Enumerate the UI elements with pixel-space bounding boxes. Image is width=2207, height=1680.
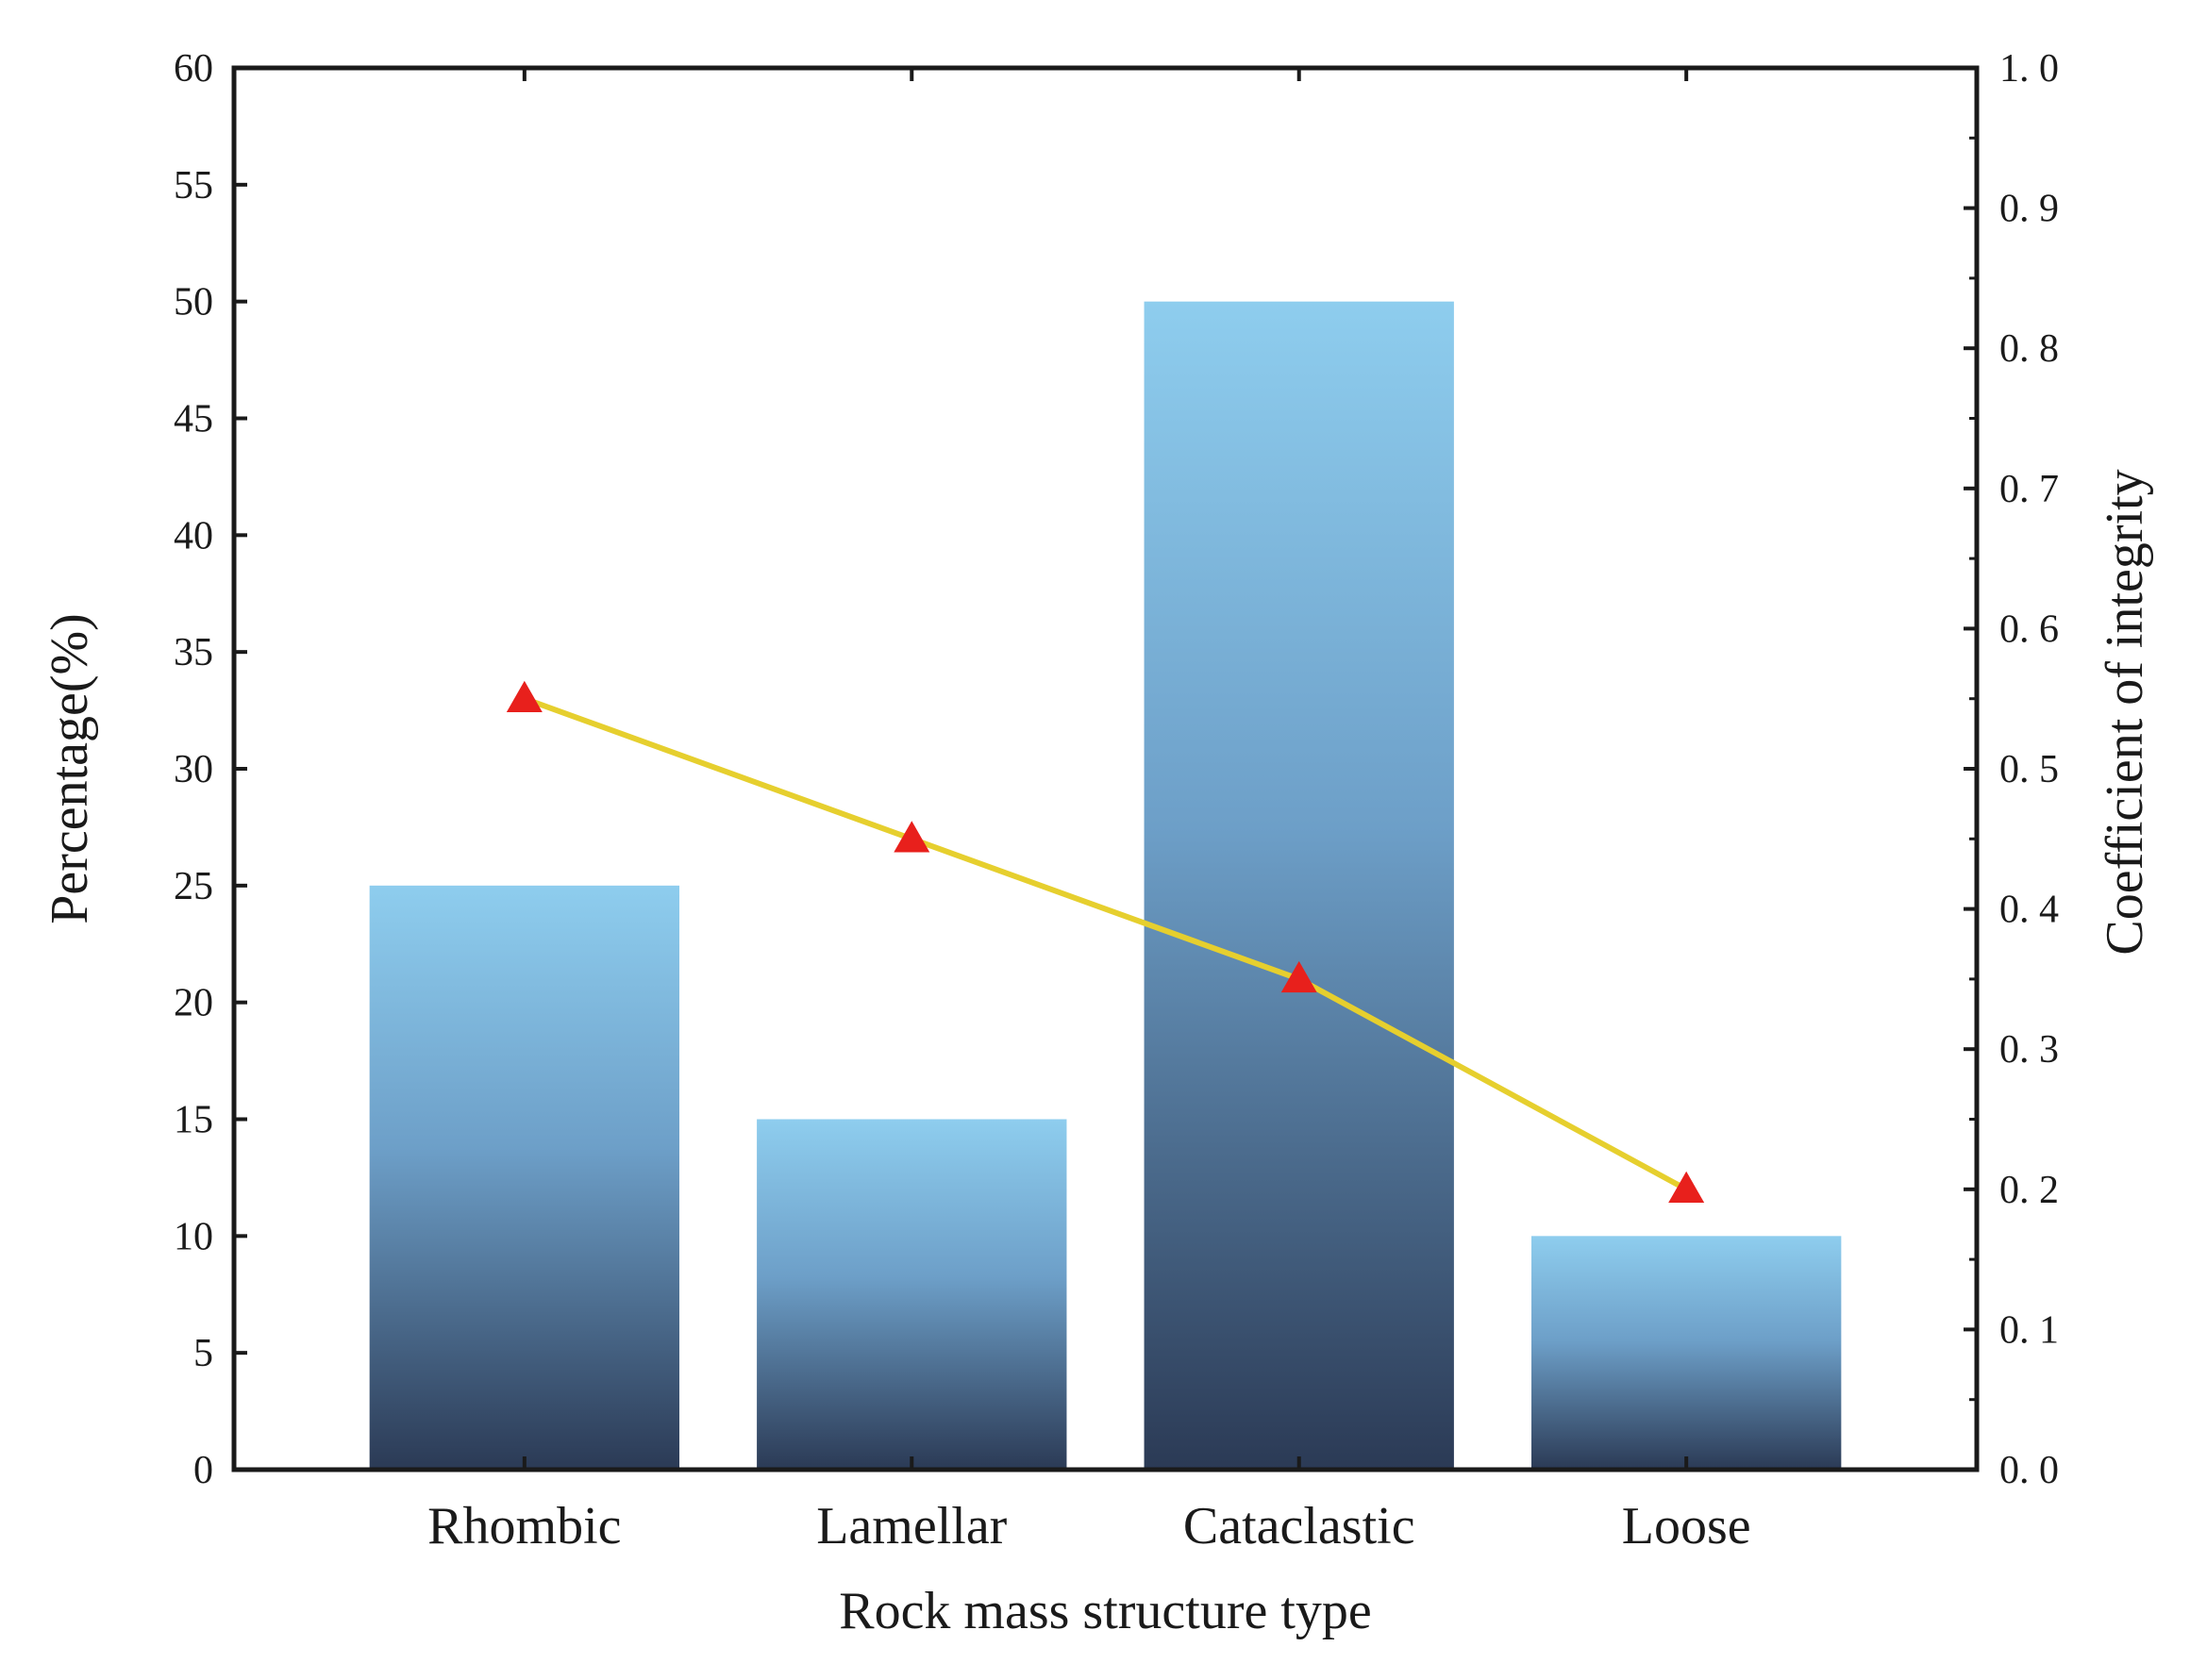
x-axis-title: Rock mass structure type bbox=[839, 1582, 1372, 1640]
y2-tick-label: 0. 9 bbox=[1999, 188, 2059, 231]
bar bbox=[1144, 301, 1454, 1471]
y2-tick-label: 1. 0 bbox=[1999, 47, 2059, 91]
x-tick-label: Cataclastic bbox=[1183, 1497, 1415, 1555]
y2-tick-label: 0. 8 bbox=[1999, 327, 2059, 371]
y2-tick-label: 0. 1 bbox=[1999, 1308, 2059, 1352]
y-tick-label: 55 bbox=[174, 164, 213, 208]
y-tick-label: 45 bbox=[174, 398, 213, 441]
y-tick-label: 10 bbox=[174, 1215, 213, 1258]
y2-tick-label: 0. 0 bbox=[1999, 1449, 2059, 1492]
integrity-marker bbox=[894, 821, 930, 853]
y-tick-label: 50 bbox=[174, 281, 213, 324]
y2-tick-label: 0. 5 bbox=[1999, 748, 2059, 791]
y-tick-label: 30 bbox=[174, 748, 213, 791]
bar bbox=[369, 885, 680, 1470]
bar bbox=[757, 1119, 1067, 1470]
y-tick-label: 20 bbox=[174, 982, 213, 1025]
y-tick-label: 35 bbox=[174, 631, 213, 674]
y-tick-label: 5 bbox=[193, 1332, 213, 1375]
integrity-line-group bbox=[506, 680, 1705, 1204]
integrity-marker bbox=[1280, 960, 1317, 993]
bar bbox=[1530, 1236, 1842, 1470]
y2-tick-label: 0. 4 bbox=[1999, 889, 2059, 932]
y-axis-title: Percentage(%) bbox=[41, 613, 99, 924]
y2-tick-label: 0. 2 bbox=[1999, 1169, 2059, 1212]
x-tick-label: Lamellar bbox=[816, 1497, 1007, 1555]
x-tick-label: Rhombic bbox=[427, 1497, 621, 1555]
y-tick-label: 15 bbox=[174, 1099, 213, 1142]
integrity-marker bbox=[506, 680, 543, 712]
y2-tick-label: 0. 3 bbox=[1999, 1028, 2059, 1072]
x-tick-label: Loose bbox=[1622, 1497, 1751, 1555]
integrity-marker bbox=[1668, 1171, 1705, 1204]
y2-tick-label: 0. 7 bbox=[1999, 468, 2059, 511]
y-tick-label: 25 bbox=[174, 865, 213, 908]
y2-tick-label: 0. 6 bbox=[1999, 607, 2059, 651]
bars-group bbox=[369, 301, 1842, 1471]
axes-group: 0 5 10 15 20 25 30 35 40 45 50 55 60 0. 0 0. 1 0. 2 0. 3… bbox=[174, 47, 2059, 1555]
y2-axis-title: Coefficient of integrity bbox=[2096, 469, 2154, 955]
y-tick-label: 40 bbox=[174, 514, 213, 557]
y-tick-label: 0 bbox=[193, 1449, 213, 1492]
y-tick-label: 60 bbox=[174, 47, 213, 91]
integrity-line bbox=[523, 695, 1688, 1192]
